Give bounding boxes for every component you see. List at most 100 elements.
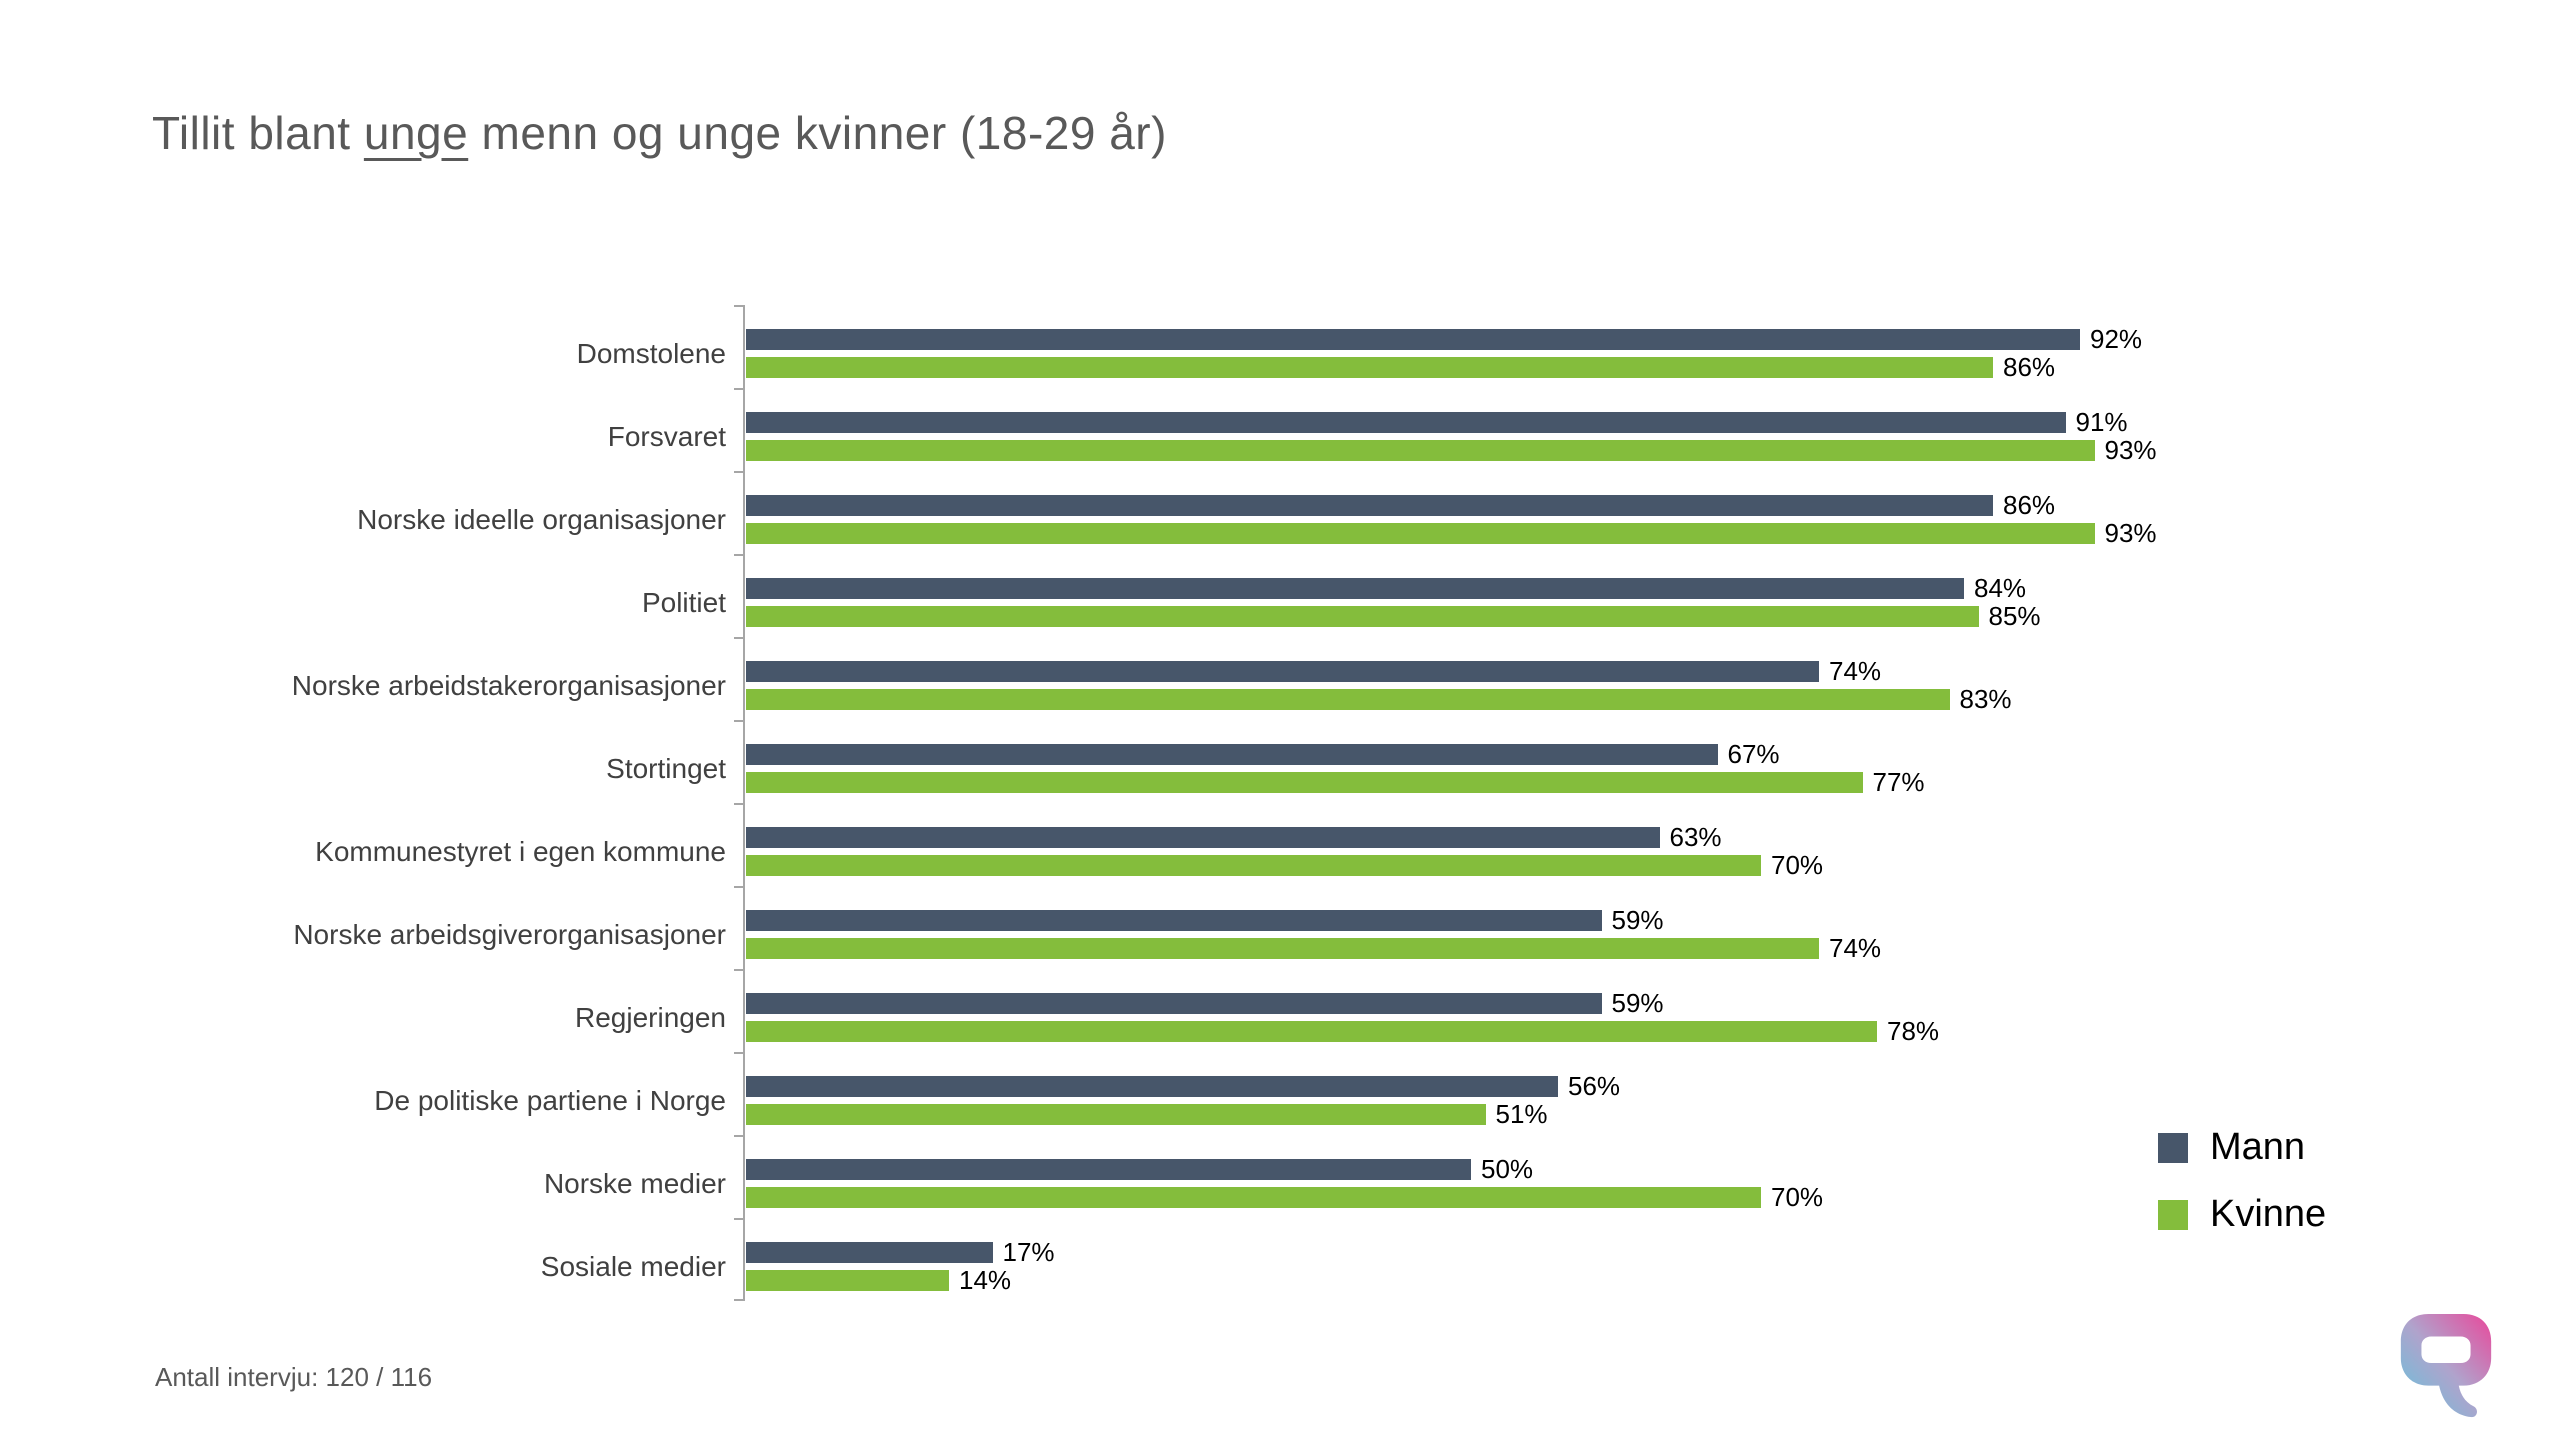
bar-pair: 59% 78% (746, 988, 1939, 1046)
bar-pair: 50% 70% (746, 1154, 1823, 1212)
axis-tick (734, 803, 743, 805)
bar-pair: 63% 70% (746, 822, 1823, 880)
category-row: Domstolene 92% 86% (0, 305, 2560, 388)
bar-row-mann: 74% (746, 656, 2012, 686)
bar-row-kvinne: 85% (746, 601, 2041, 631)
legend-item-mann: Mann (2158, 1126, 2326, 1169)
bar-mann (746, 910, 1602, 931)
bar-pair: 59% 74% (746, 905, 1881, 963)
bar-pair: 92% 86% (746, 324, 2142, 382)
bar-mann (746, 412, 2066, 433)
bar-value-label: 85% (1988, 601, 2041, 631)
legend-label: Mann (2210, 1126, 2306, 1168)
legend-label: Kvinne (2210, 1193, 2327, 1235)
bar-row-mann: 86% (746, 490, 2157, 520)
bar-value-label: 86% (2003, 490, 2056, 520)
bar-row-kvinne: 70% (746, 850, 1823, 880)
bar-row-kvinne: 93% (746, 518, 2157, 548)
bar-kvinne (746, 855, 1761, 876)
category-label: Politiet (641, 586, 726, 618)
sample-size-note: Antall intervju: 120 / 116 (155, 1362, 433, 1392)
bar-value-label: 70% (1771, 1182, 1824, 1212)
category-label: Norske arbeidsgiverorganisasjoner (293, 918, 726, 950)
category-axis-line (743, 305, 745, 1301)
category-row: Norske arbeidstakerorganisasjoner 74% 83% (0, 637, 2560, 720)
bar-pair: 86% 93% (746, 490, 2157, 548)
category-row: Sosiale medier 17% 14% (0, 1218, 2560, 1301)
bar-value-label: 84% (1974, 573, 2027, 603)
bar-kvinne (746, 1270, 949, 1291)
category-row: De politiske partiene i Norge 56% 51% (0, 1052, 2560, 1135)
category-label: Norske arbeidstakerorganisasjoner (291, 669, 726, 701)
bar-kvinne (746, 938, 1819, 959)
bar-value-label: 50% (1481, 1154, 1534, 1184)
axis-tick (734, 1218, 743, 1220)
category-label: Domstolene (576, 337, 726, 369)
category-row: Kommunestyret i egen kommune 63% 70% (0, 803, 2560, 886)
bar-value-label: 59% (1611, 905, 1664, 935)
bar-value-label: 93% (2104, 435, 2157, 465)
category-label: Regjeringen (575, 1001, 726, 1033)
axis-tick (734, 969, 743, 971)
bar-row-mann: 63% (746, 822, 1823, 852)
bar-row-mann: 84% (746, 573, 2041, 603)
bar-row-kvinne: 51% (746, 1099, 1620, 1129)
axis-tick (734, 886, 743, 888)
bar-value-label: 59% (1611, 988, 1664, 1018)
category-row: Politiet 84% 85% (0, 554, 2560, 637)
category-row: Norske arbeidsgiverorganisasjoner 59% 74% (0, 886, 2560, 969)
axis-tick (734, 720, 743, 722)
bar-row-kvinne: 78% (746, 1016, 1939, 1046)
bar-pair: 56% 51% (746, 1071, 1620, 1129)
bar-pair: 84% 85% (746, 573, 2041, 631)
bar-row-kvinne: 83% (746, 684, 2012, 714)
bar-row-kvinne: 93% (746, 435, 2157, 465)
category-row: Norske medier 50% 70% (0, 1135, 2560, 1218)
category-row: Regjeringen 59% 78% (0, 969, 2560, 1052)
bar-pair: 17% 14% (746, 1237, 1055, 1295)
bar-kvinne (746, 772, 1863, 793)
bar-value-label: 86% (2003, 352, 2056, 382)
bar-kvinne (746, 689, 1950, 710)
axis-tick (734, 471, 743, 473)
bar-row-mann: 59% (746, 988, 1939, 1018)
bar-value-label: 63% (1669, 822, 1722, 852)
category-label: Norske medier (543, 1167, 726, 1199)
bar-value-label: 14% (959, 1265, 1012, 1295)
axis-tick (734, 637, 743, 639)
bar-mann (746, 1159, 1471, 1180)
bar-mann (746, 1076, 1558, 1097)
bar-row-mann: 56% (746, 1071, 1620, 1101)
bar-kvinne (746, 440, 2095, 461)
bar-value-label: 67% (1727, 739, 1780, 769)
bar-pair: 67% 77% (746, 739, 1925, 797)
bar-kvinne (746, 606, 1979, 627)
legend-swatch-mann (2158, 1132, 2188, 1163)
bar-mann (746, 993, 1602, 1014)
bar-value-label: 51% (1495, 1099, 1548, 1129)
bar-row-mann: 91% (746, 407, 2157, 437)
category-row: Stortinget 67% 77% (0, 720, 2560, 803)
bar-value-label: 77% (1872, 767, 1925, 797)
bar-kvinne (746, 1104, 1486, 1125)
bar-mann (746, 661, 1819, 682)
chart-legend: Mann Kvinne (2158, 1126, 2326, 1260)
bar-value-label: 93% (2104, 518, 2157, 548)
bar-kvinne (746, 1187, 1761, 1208)
bar-chart: Domstolene 92% 86% Forsvaret 91% 93% Norske id… (0, 305, 2560, 1305)
bar-row-mann: 50% (746, 1154, 1823, 1184)
axis-tick (734, 1052, 743, 1054)
bar-mann (746, 744, 1718, 765)
legend-item-kvinne: Kvinne (2158, 1193, 2326, 1236)
axis-tick (734, 1299, 743, 1301)
bar-value-label: 91% (2075, 407, 2128, 437)
axis-tick (734, 1135, 743, 1137)
category-label: Stortinget (606, 752, 726, 784)
category-label: Sosiale medier (540, 1250, 726, 1282)
title-suffix: menn og unge kvinner (18-29 år) (468, 107, 1167, 159)
bar-row-kvinne: 70% (746, 1182, 1823, 1212)
respons-speech-bubble-logo (2400, 1313, 2492, 1418)
bar-row-kvinne: 14% (746, 1265, 1055, 1295)
bar-value-label: 92% (2090, 324, 2143, 354)
bar-mann (746, 578, 1964, 599)
